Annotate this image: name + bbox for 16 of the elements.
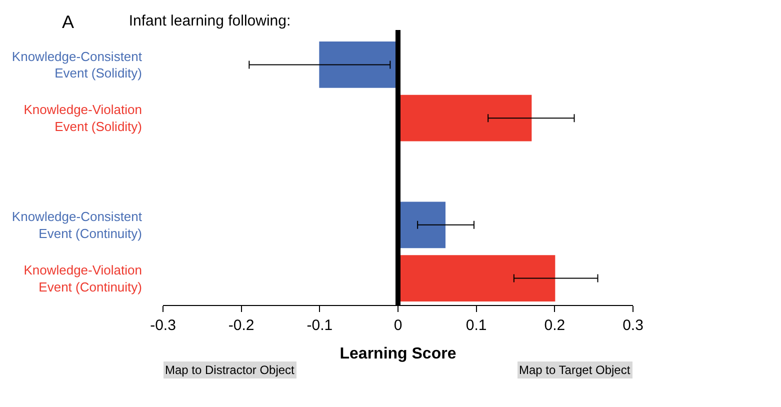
y-tick-label: Knowledge-Violation Event (Solidity) <box>24 102 142 134</box>
x-tick-label: -0.1 <box>306 317 333 334</box>
x-tick-label: -0.2 <box>228 317 254 334</box>
x-tick-label: -0.3 <box>150 317 176 334</box>
text: A <box>62 12 74 32</box>
x-tick-label: 0.2 <box>544 317 566 334</box>
text: Map to Distractor Object <box>165 363 296 377</box>
x-axis-title: Learning Score <box>340 346 456 363</box>
chart-title: Infant learning following: <box>128 12 291 30</box>
y-tick-label: Knowledge-Consistent Event (Solidity) <box>12 48 142 81</box>
y-tick-label: Knowledge-Violation Event (Continuity) <box>24 262 142 294</box>
x-tick-label: 0.3 <box>622 317 644 334</box>
x-tick-label: 0 <box>394 317 402 334</box>
x-tick-label: 0.1 <box>466 317 487 334</box>
y-tick-label: Knowledge-Consistent Event (Continuity) <box>12 209 142 241</box>
text: Map to Target Object <box>519 363 631 377</box>
